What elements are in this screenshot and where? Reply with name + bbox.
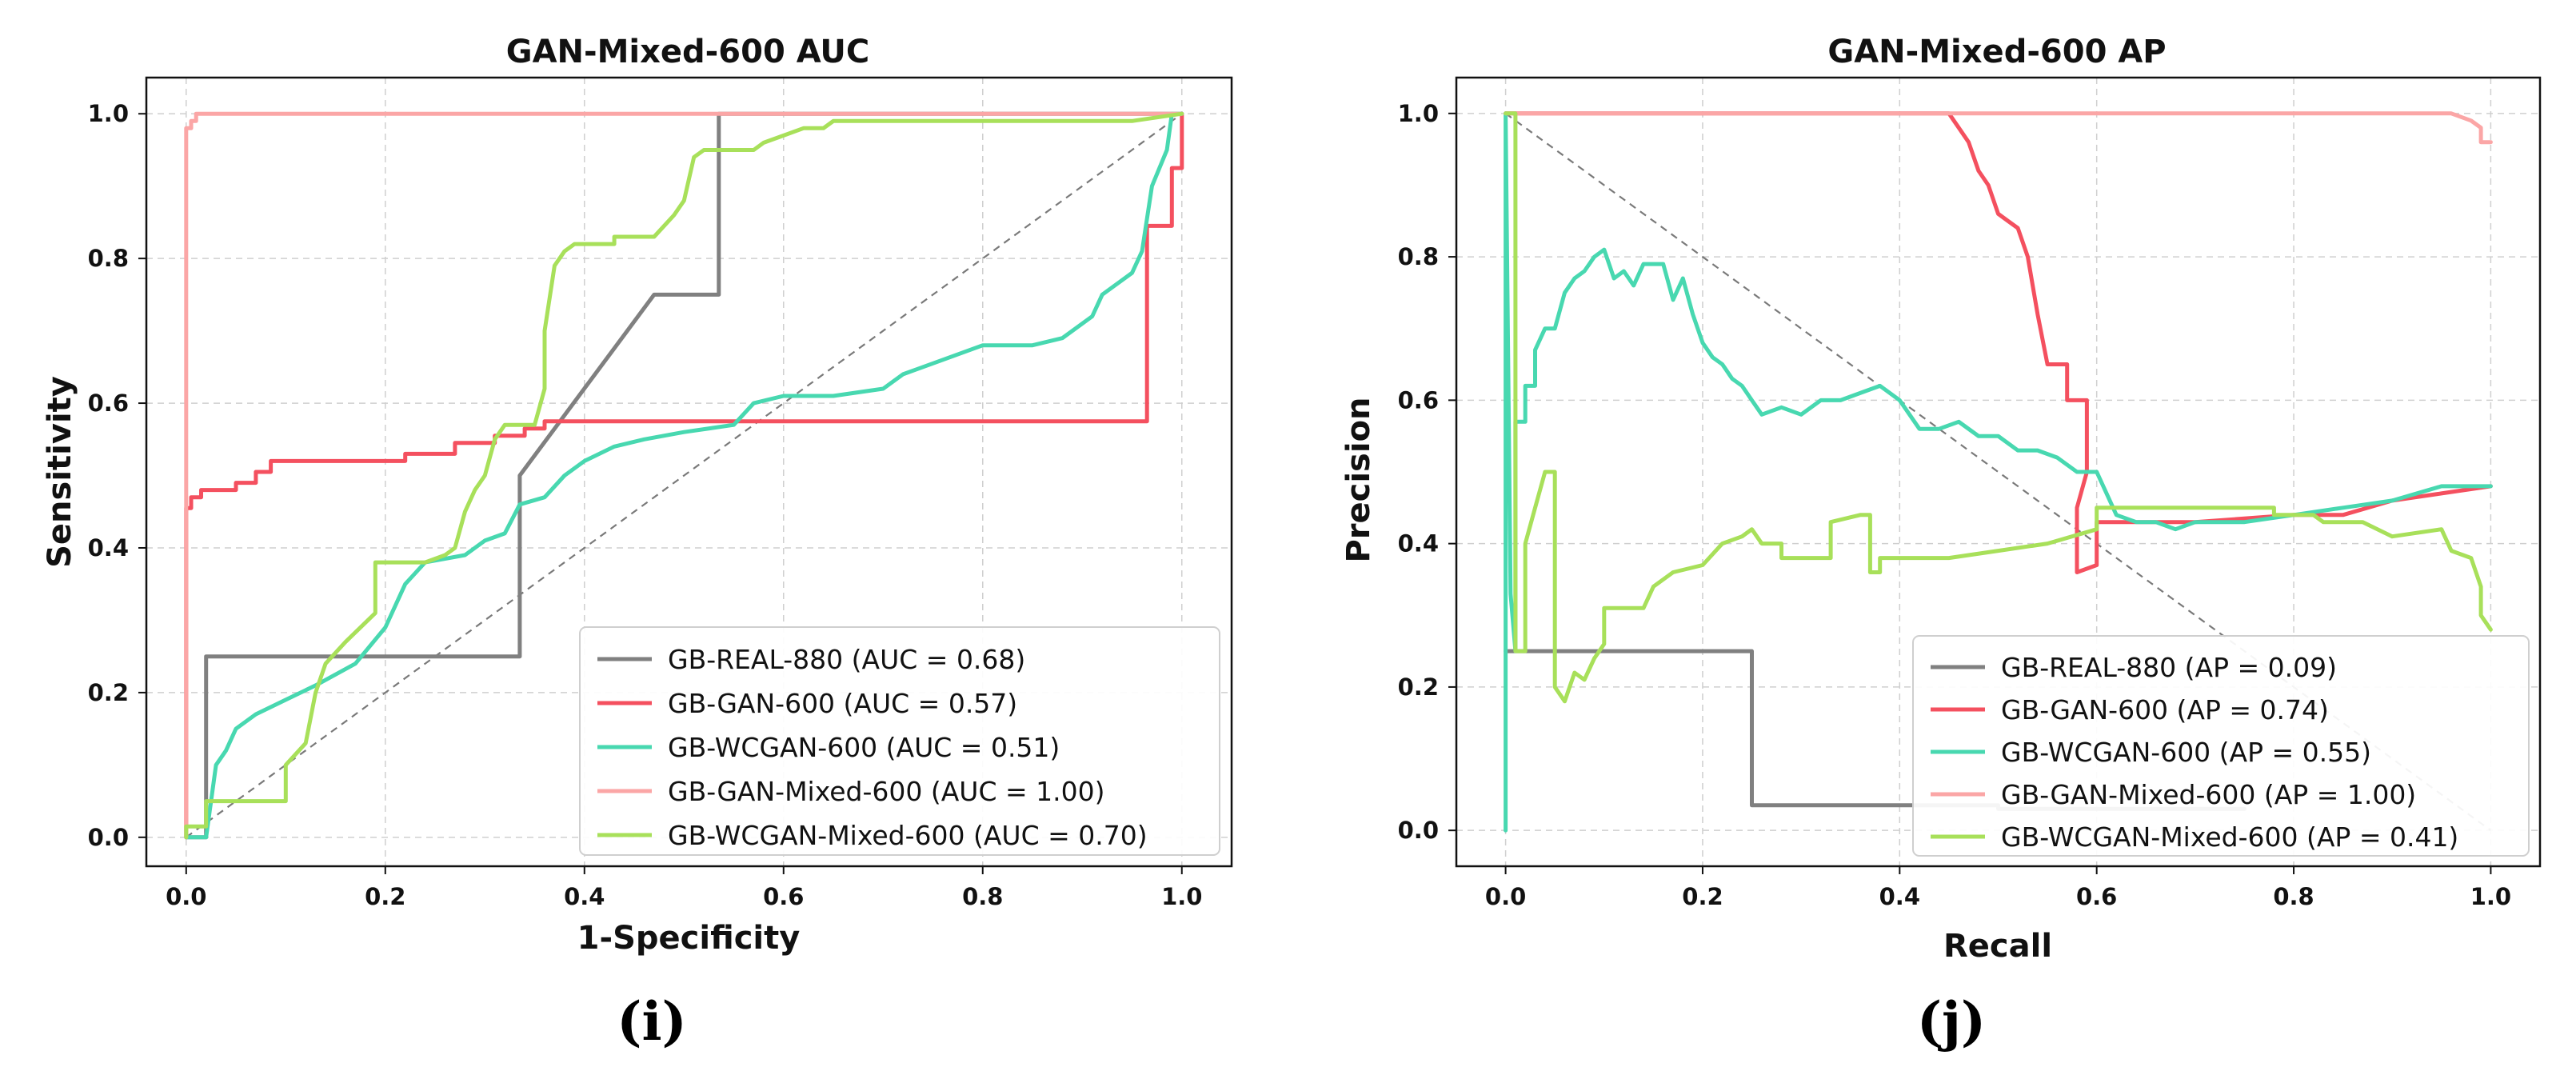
plot-frame — [1455, 76, 2542, 868]
x-tick-label: 0.8 — [962, 883, 1003, 910]
legend-label: GB-WCGAN-Mixed-600 (AP = 0.41) — [2001, 821, 2458, 853]
x-tick-label: 0.6 — [763, 883, 804, 910]
auc-chart-panel: GAN-Mixed-600 AUC 0.0 0.2 0.4 0.6 0.8 1.00.00… — [42, 34, 1233, 1053]
series-line-gb-gan-600 — [184, 111, 1184, 840]
y-axis-label: Sensitivity — [42, 376, 78, 568]
y-tick-label: 0.8 — [88, 245, 129, 272]
y-axis-label: Precision — [1340, 397, 1377, 562]
legend-label: GB-WCGAN-600 (AUC = 0.51) — [668, 732, 1060, 763]
x-tick-label: 0.0 — [1485, 883, 1526, 910]
legend-label: GB-GAN-Mixed-600 (AUC = 1.00) — [668, 776, 1104, 807]
series-line-gb-wcgan-600 — [1504, 111, 2493, 833]
legend-label: GB-REAL-880 (AUC = 0.68) — [668, 644, 1025, 675]
legend-label: GB-GAN-600 (AUC = 0.57) — [668, 688, 1017, 719]
y-tick-label: 1.0 — [88, 100, 129, 127]
x-tick-label: 0.2 — [365, 883, 405, 910]
y-tick-label: 0.0 — [88, 824, 129, 851]
panel-caption: (i) — [617, 990, 687, 1053]
y-tick-label: 0.8 — [1398, 243, 1439, 270]
series-line-gb-gan-mixed-600 — [184, 111, 1184, 840]
y-tick-label: 0.2 — [88, 679, 129, 706]
x-axis-label: Recall — [1943, 928, 2052, 965]
reference-diagonal — [186, 113, 1183, 838]
plot-frame — [145, 76, 1233, 868]
legend-label: GB-WCGAN-600 (AP = 0.55) — [2001, 737, 2371, 768]
y-tick-label: 0.4 — [88, 534, 129, 561]
chart-title: GAN-Mixed-600 AP — [1827, 34, 2166, 70]
axis-ticks: 0.0 0.2 0.4 0.6 0.8 1.0 0.0 0.2 0.4 0.6 0.8 1.0 — [1398, 100, 2511, 910]
y-tick-label: 0.0 — [1398, 817, 1439, 844]
y-tick-label: 0.4 — [1398, 530, 1439, 557]
y-tick-label: 0.6 — [1398, 386, 1439, 414]
legend-box — [1912, 635, 2530, 857]
chart-title: GAN-Mixed-600 AUC — [506, 34, 870, 70]
y-tick-label: 0.2 — [1398, 673, 1439, 701]
panel-caption: (j) — [1917, 990, 1986, 1053]
x-tick-label: 0.2 — [1682, 883, 1723, 910]
legend: GB-REAL-880 (AP = 0.09) GB-GAN-600 (AP = … — [1912, 635, 2530, 857]
x-tick-label: 0.0 — [166, 883, 206, 910]
series-layer — [184, 111, 1184, 840]
series-line-gb-wcgan-600 — [184, 111, 1184, 840]
series-layer — [1504, 111, 2493, 833]
legend-label: GB-GAN-600 (AP = 0.74) — [2001, 694, 2329, 725]
legend-label: GB-WCGAN-Mixed-600 (AUC = 0.70) — [668, 820, 1148, 851]
reference-line — [186, 113, 1183, 838]
x-tick-label: 0.6 — [2076, 883, 2117, 910]
series-line-gb-real-880 — [184, 111, 1184, 840]
legend-box — [579, 626, 1220, 856]
series-line-gb-gan-mixed-600 — [1504, 111, 2493, 145]
series-line-gb-wcgan-mixed-600 — [1504, 111, 2493, 704]
x-tick-label: 0.4 — [1879, 883, 1920, 910]
series-line-gb-gan-600 — [1504, 111, 2493, 574]
x-axis-label: 1-Specificity — [577, 920, 801, 957]
legend-label: GB-GAN-Mixed-600 (AP = 1.00) — [2001, 779, 2416, 810]
ap-chart-panel: GAN-Mixed-600 AP 0.0 0.2 0.4 0.6 0.8 1.00.00.… — [1340, 34, 2542, 1053]
series-line-gb-wcgan-mixed-600 — [184, 111, 1184, 840]
x-tick-label: 0.4 — [564, 883, 605, 910]
y-tick-label: 0.6 — [88, 390, 129, 417]
legend: GB-REAL-880 (AUC = 0.68) GB-GAN-600 (AUC … — [579, 626, 1220, 856]
y-tick-label: 1.0 — [1398, 100, 1439, 127]
x-tick-label: 1.0 — [1161, 883, 1202, 910]
axis-ticks: 0.0 0.2 0.4 0.6 0.8 1.0 0.0 0.2 0.4 0.6 0.8 1.0 — [88, 100, 1203, 910]
x-tick-label: 0.8 — [2273, 883, 2314, 910]
legend-label: GB-REAL-880 (AP = 0.09) — [2001, 652, 2337, 683]
x-tick-label: 1.0 — [2470, 883, 2511, 910]
